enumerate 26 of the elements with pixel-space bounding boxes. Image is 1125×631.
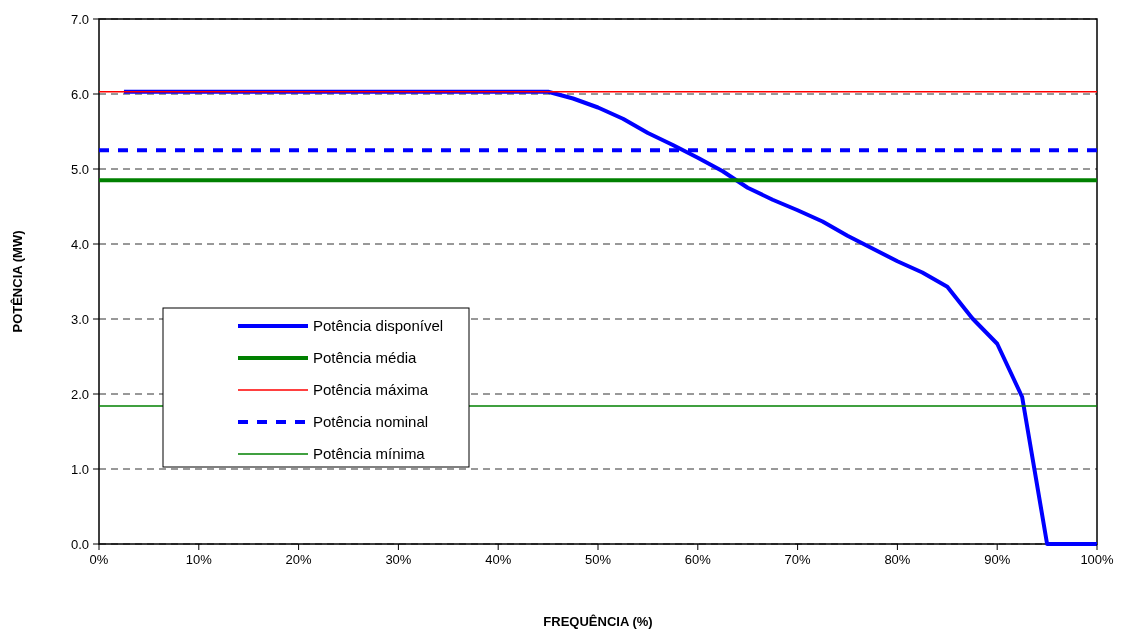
legend-label: Potência disponível xyxy=(313,317,444,334)
y-tick-label: 5.0 xyxy=(70,161,89,177)
y-tick-label: 7.0 xyxy=(70,11,89,27)
x-tick-label: 60% xyxy=(684,552,712,567)
y-tick-label: 2.0 xyxy=(70,386,89,402)
y-tick-label: 6.0 xyxy=(70,86,89,102)
x-tick-label: 20% xyxy=(285,552,313,567)
y-tick-label: 0.0 xyxy=(70,536,89,552)
legend-label: Potência nominal xyxy=(313,413,429,430)
y-tick-label: 3.0 xyxy=(70,311,89,327)
x-tick-label: 100% xyxy=(1080,552,1115,567)
x-tick-label: 90% xyxy=(984,552,1011,567)
y-axis-title: POTÊNCIA (MW) xyxy=(10,230,25,333)
legend-label: Potência mínima xyxy=(313,445,426,462)
x-axis-title: FREQUÊNCIA (%) xyxy=(543,614,653,629)
legend-label: Potência média xyxy=(313,349,418,366)
x-tick-label: 80% xyxy=(884,552,911,567)
x-tick-label: 30% xyxy=(385,552,412,567)
y-tick-label: 1.0 xyxy=(70,461,89,477)
x-tick-label: 10% xyxy=(185,552,213,567)
x-tick-label: 70% xyxy=(784,552,812,567)
legend-label: Potência máxima xyxy=(313,381,429,398)
x-tick-label: 0% xyxy=(89,552,109,567)
x-tick-label: 40% xyxy=(485,552,512,567)
y-tick-label: 4.0 xyxy=(70,236,89,252)
x-tick-label: 50% xyxy=(584,552,612,567)
